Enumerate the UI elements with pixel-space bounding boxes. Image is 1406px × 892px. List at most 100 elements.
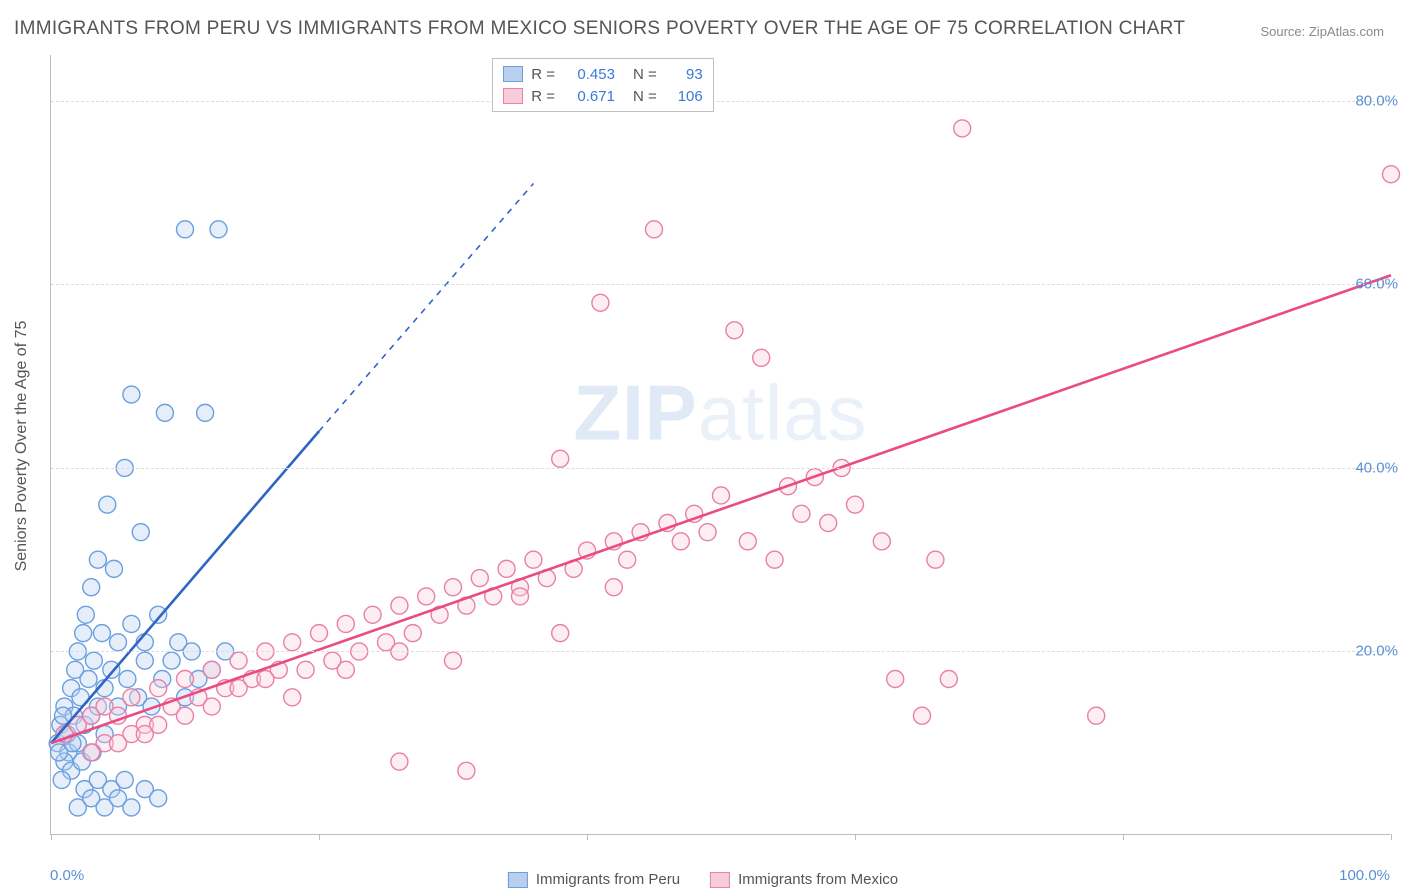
- legend-row: R = 0.453 N = 93: [503, 63, 703, 85]
- x-tick-label: 0.0%: [50, 867, 84, 884]
- gridline: [51, 468, 1390, 469]
- y-tick-label: 40.0%: [1355, 459, 1398, 476]
- data-point: [284, 689, 301, 706]
- data-point: [914, 707, 931, 724]
- data-point: [83, 744, 100, 761]
- r-value: 0.671: [563, 88, 615, 105]
- n-label: N =: [633, 66, 657, 83]
- swatch-icon: [503, 88, 523, 104]
- data-point: [105, 560, 122, 577]
- x-tick: [855, 834, 856, 840]
- data-point: [391, 753, 408, 770]
- data-point: [116, 771, 133, 788]
- data-point: [210, 221, 227, 238]
- data-point: [83, 579, 100, 596]
- x-tick: [587, 834, 588, 840]
- data-point: [150, 790, 167, 807]
- data-point: [954, 120, 971, 137]
- data-point: [820, 515, 837, 532]
- chart-svg: [51, 55, 1390, 834]
- data-point: [203, 661, 220, 678]
- swatch-icon: [503, 66, 523, 82]
- data-point: [552, 450, 569, 467]
- data-point: [525, 551, 542, 568]
- data-point: [257, 671, 274, 688]
- data-point: [136, 652, 153, 669]
- legend-item: Immigrants from Peru: [508, 871, 680, 888]
- chart-title: IMMIGRANTS FROM PERU VS IMMIGRANTS FROM …: [14, 18, 1185, 40]
- data-point: [53, 771, 70, 788]
- data-point: [230, 652, 247, 669]
- data-point: [75, 625, 92, 642]
- legend-item: Immigrants from Mexico: [710, 871, 898, 888]
- data-point: [445, 579, 462, 596]
- n-value: 93: [665, 66, 703, 83]
- legend-row: R = 0.671 N = 106: [503, 85, 703, 107]
- legend-bottom: Immigrants from Peru Immigrants from Mexi…: [508, 871, 898, 888]
- data-point: [89, 551, 106, 568]
- data-point: [672, 533, 689, 550]
- data-point: [150, 606, 167, 623]
- data-point: [927, 551, 944, 568]
- data-point: [110, 735, 127, 752]
- legend-label: Immigrants from Mexico: [738, 871, 898, 888]
- data-point: [150, 680, 167, 697]
- data-point: [85, 652, 102, 669]
- r-label: R =: [531, 66, 555, 83]
- data-point: [873, 533, 890, 550]
- y-tick-label: 20.0%: [1355, 643, 1398, 660]
- y-tick-label: 80.0%: [1355, 92, 1398, 109]
- data-point: [713, 487, 730, 504]
- data-point: [337, 661, 354, 678]
- data-point: [156, 404, 173, 421]
- data-point: [123, 689, 140, 706]
- data-point: [592, 294, 609, 311]
- legend-correlation: R = 0.453 N = 93 R = 0.671 N = 106: [492, 58, 714, 112]
- data-point: [498, 560, 515, 577]
- data-point: [297, 661, 314, 678]
- data-point: [119, 671, 136, 688]
- data-point: [230, 680, 247, 697]
- data-point: [284, 634, 301, 651]
- n-label: N =: [633, 88, 657, 105]
- r-value: 0.453: [563, 66, 615, 83]
- data-point: [163, 652, 180, 669]
- data-point: [512, 588, 529, 605]
- data-point: [793, 505, 810, 522]
- legend-label: Immigrants from Peru: [536, 871, 680, 888]
- data-point: [391, 597, 408, 614]
- data-point: [99, 496, 116, 513]
- data-point: [1383, 166, 1400, 183]
- x-tick: [51, 834, 52, 840]
- x-tick-label: 100.0%: [1339, 867, 1390, 884]
- x-tick: [1391, 834, 1392, 840]
- data-point: [103, 661, 120, 678]
- data-point: [93, 625, 110, 642]
- data-point: [471, 570, 488, 587]
- data-point: [458, 762, 475, 779]
- y-tick-label: 60.0%: [1355, 276, 1398, 293]
- data-point: [136, 726, 153, 743]
- data-point: [311, 625, 328, 642]
- data-point: [418, 588, 435, 605]
- data-point: [1088, 707, 1105, 724]
- source-label: Source: ZipAtlas.com: [1260, 24, 1384, 39]
- gridline: [51, 651, 1390, 652]
- data-point: [726, 322, 743, 339]
- trend-line-dash: [319, 183, 533, 431]
- data-point: [699, 524, 716, 541]
- y-axis-label: Seniors Poverty Over the Age of 75: [13, 321, 31, 572]
- data-point: [80, 671, 97, 688]
- n-value: 106: [665, 88, 703, 105]
- data-point: [605, 579, 622, 596]
- swatch-icon: [710, 872, 730, 888]
- data-point: [552, 625, 569, 642]
- data-point: [197, 404, 214, 421]
- data-point: [887, 671, 904, 688]
- data-point: [646, 221, 663, 238]
- data-point: [445, 652, 462, 669]
- swatch-icon: [508, 872, 528, 888]
- data-point: [940, 671, 957, 688]
- r-label: R =: [531, 88, 555, 105]
- data-point: [739, 533, 756, 550]
